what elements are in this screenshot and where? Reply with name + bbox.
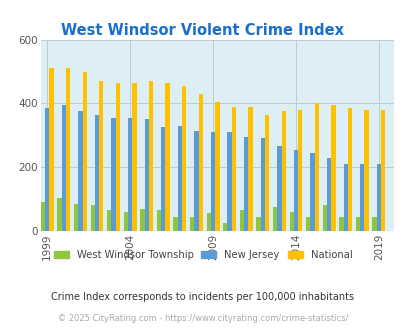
Bar (128, 118, 132, 231)
Bar (194, 130, 198, 231)
Bar (380, 110, 384, 231)
Bar (124, 212, 128, 231)
Bar (376, 164, 380, 231)
Bar (223, 223, 227, 231)
Bar (107, 210, 111, 231)
Bar (132, 82, 136, 231)
Bar (115, 82, 120, 231)
Bar (314, 103, 318, 231)
Bar (227, 132, 231, 231)
Bar (305, 216, 310, 231)
Bar (78, 112, 82, 231)
Bar (371, 216, 376, 231)
Bar (215, 102, 219, 231)
Bar (149, 81, 153, 231)
Bar (297, 110, 302, 231)
Bar (99, 81, 103, 231)
Bar (339, 216, 343, 231)
Bar (90, 206, 95, 231)
Bar (181, 86, 186, 231)
Bar (111, 118, 115, 231)
Bar (231, 107, 236, 231)
Bar (57, 197, 62, 231)
Text: © 2025 CityRating.com - https://www.cityrating.com/crime-statistics/: © 2025 CityRating.com - https://www.city… (58, 314, 347, 323)
Bar (281, 112, 285, 231)
Bar (355, 216, 359, 231)
Bar (359, 164, 364, 231)
Bar (45, 108, 49, 231)
Bar (289, 212, 293, 231)
Bar (243, 137, 248, 231)
Bar (66, 68, 70, 231)
Bar (206, 214, 210, 231)
Bar (210, 132, 215, 231)
Bar (239, 210, 243, 231)
Bar (156, 210, 161, 231)
Bar (277, 147, 281, 231)
Bar (293, 150, 297, 231)
Text: West Windsor Violent Crime Index: West Windsor Violent Crime Index (61, 23, 344, 38)
Bar (347, 108, 351, 231)
Bar (95, 115, 99, 231)
Bar (264, 115, 269, 231)
Bar (177, 126, 181, 231)
Bar (256, 216, 260, 231)
Bar (140, 209, 144, 231)
Legend: West Windsor Township, New Jersey, National: West Windsor Township, New Jersey, Natio… (49, 246, 356, 264)
Bar (326, 158, 330, 231)
Bar (198, 94, 202, 231)
Bar (272, 207, 277, 231)
Bar (40, 202, 45, 231)
Bar (165, 82, 169, 231)
Bar (343, 164, 347, 231)
Bar (364, 110, 368, 231)
Bar (260, 139, 264, 231)
Bar (190, 216, 194, 231)
Bar (74, 204, 78, 231)
Bar (248, 107, 252, 231)
Bar (49, 68, 53, 231)
Text: Crime Index corresponds to incidents per 100,000 inhabitants: Crime Index corresponds to incidents per… (51, 292, 354, 302)
Bar (330, 105, 335, 231)
Bar (62, 105, 66, 231)
Bar (310, 153, 314, 231)
Bar (82, 72, 87, 231)
Bar (161, 127, 165, 231)
Bar (173, 216, 177, 231)
Bar (322, 206, 326, 231)
Bar (144, 119, 149, 231)
